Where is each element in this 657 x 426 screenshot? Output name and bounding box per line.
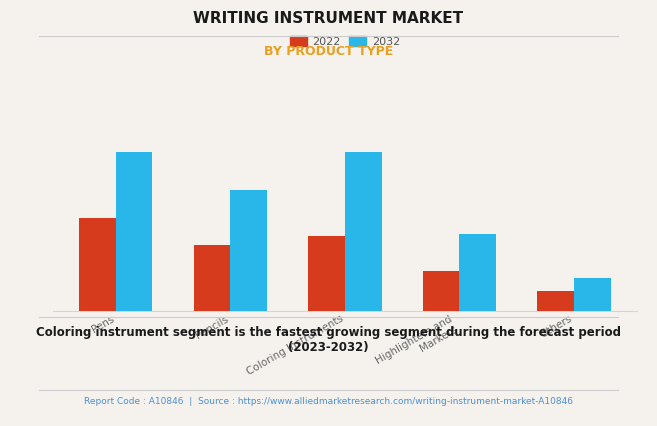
Bar — [79, 219, 116, 311]
Text: WRITING INSTRUMENT MARKET: WRITING INSTRUMENT MARKET — [193, 11, 464, 26]
Text: Report Code : A10846  |  Source : https://www.alliedmarketresearch.com/writing-i: Report Code : A10846 | Source : https://… — [84, 397, 573, 406]
Legend: 2022, 2032: 2022, 2032 — [286, 32, 404, 51]
Text: BY PRODUCT TYPE: BY PRODUCT TYPE — [264, 45, 393, 58]
Text: Coloring instrument segment is the fastest growing segment during the forecast p: Coloring instrument segment is the faste… — [36, 326, 621, 354]
Bar — [459, 234, 496, 311]
Bar — [345, 152, 382, 311]
Bar — [194, 245, 231, 311]
Bar — [308, 236, 345, 311]
Bar — [231, 190, 267, 311]
Bar — [537, 291, 574, 311]
Bar — [116, 152, 152, 311]
Bar — [423, 271, 459, 311]
Bar — [574, 278, 611, 311]
